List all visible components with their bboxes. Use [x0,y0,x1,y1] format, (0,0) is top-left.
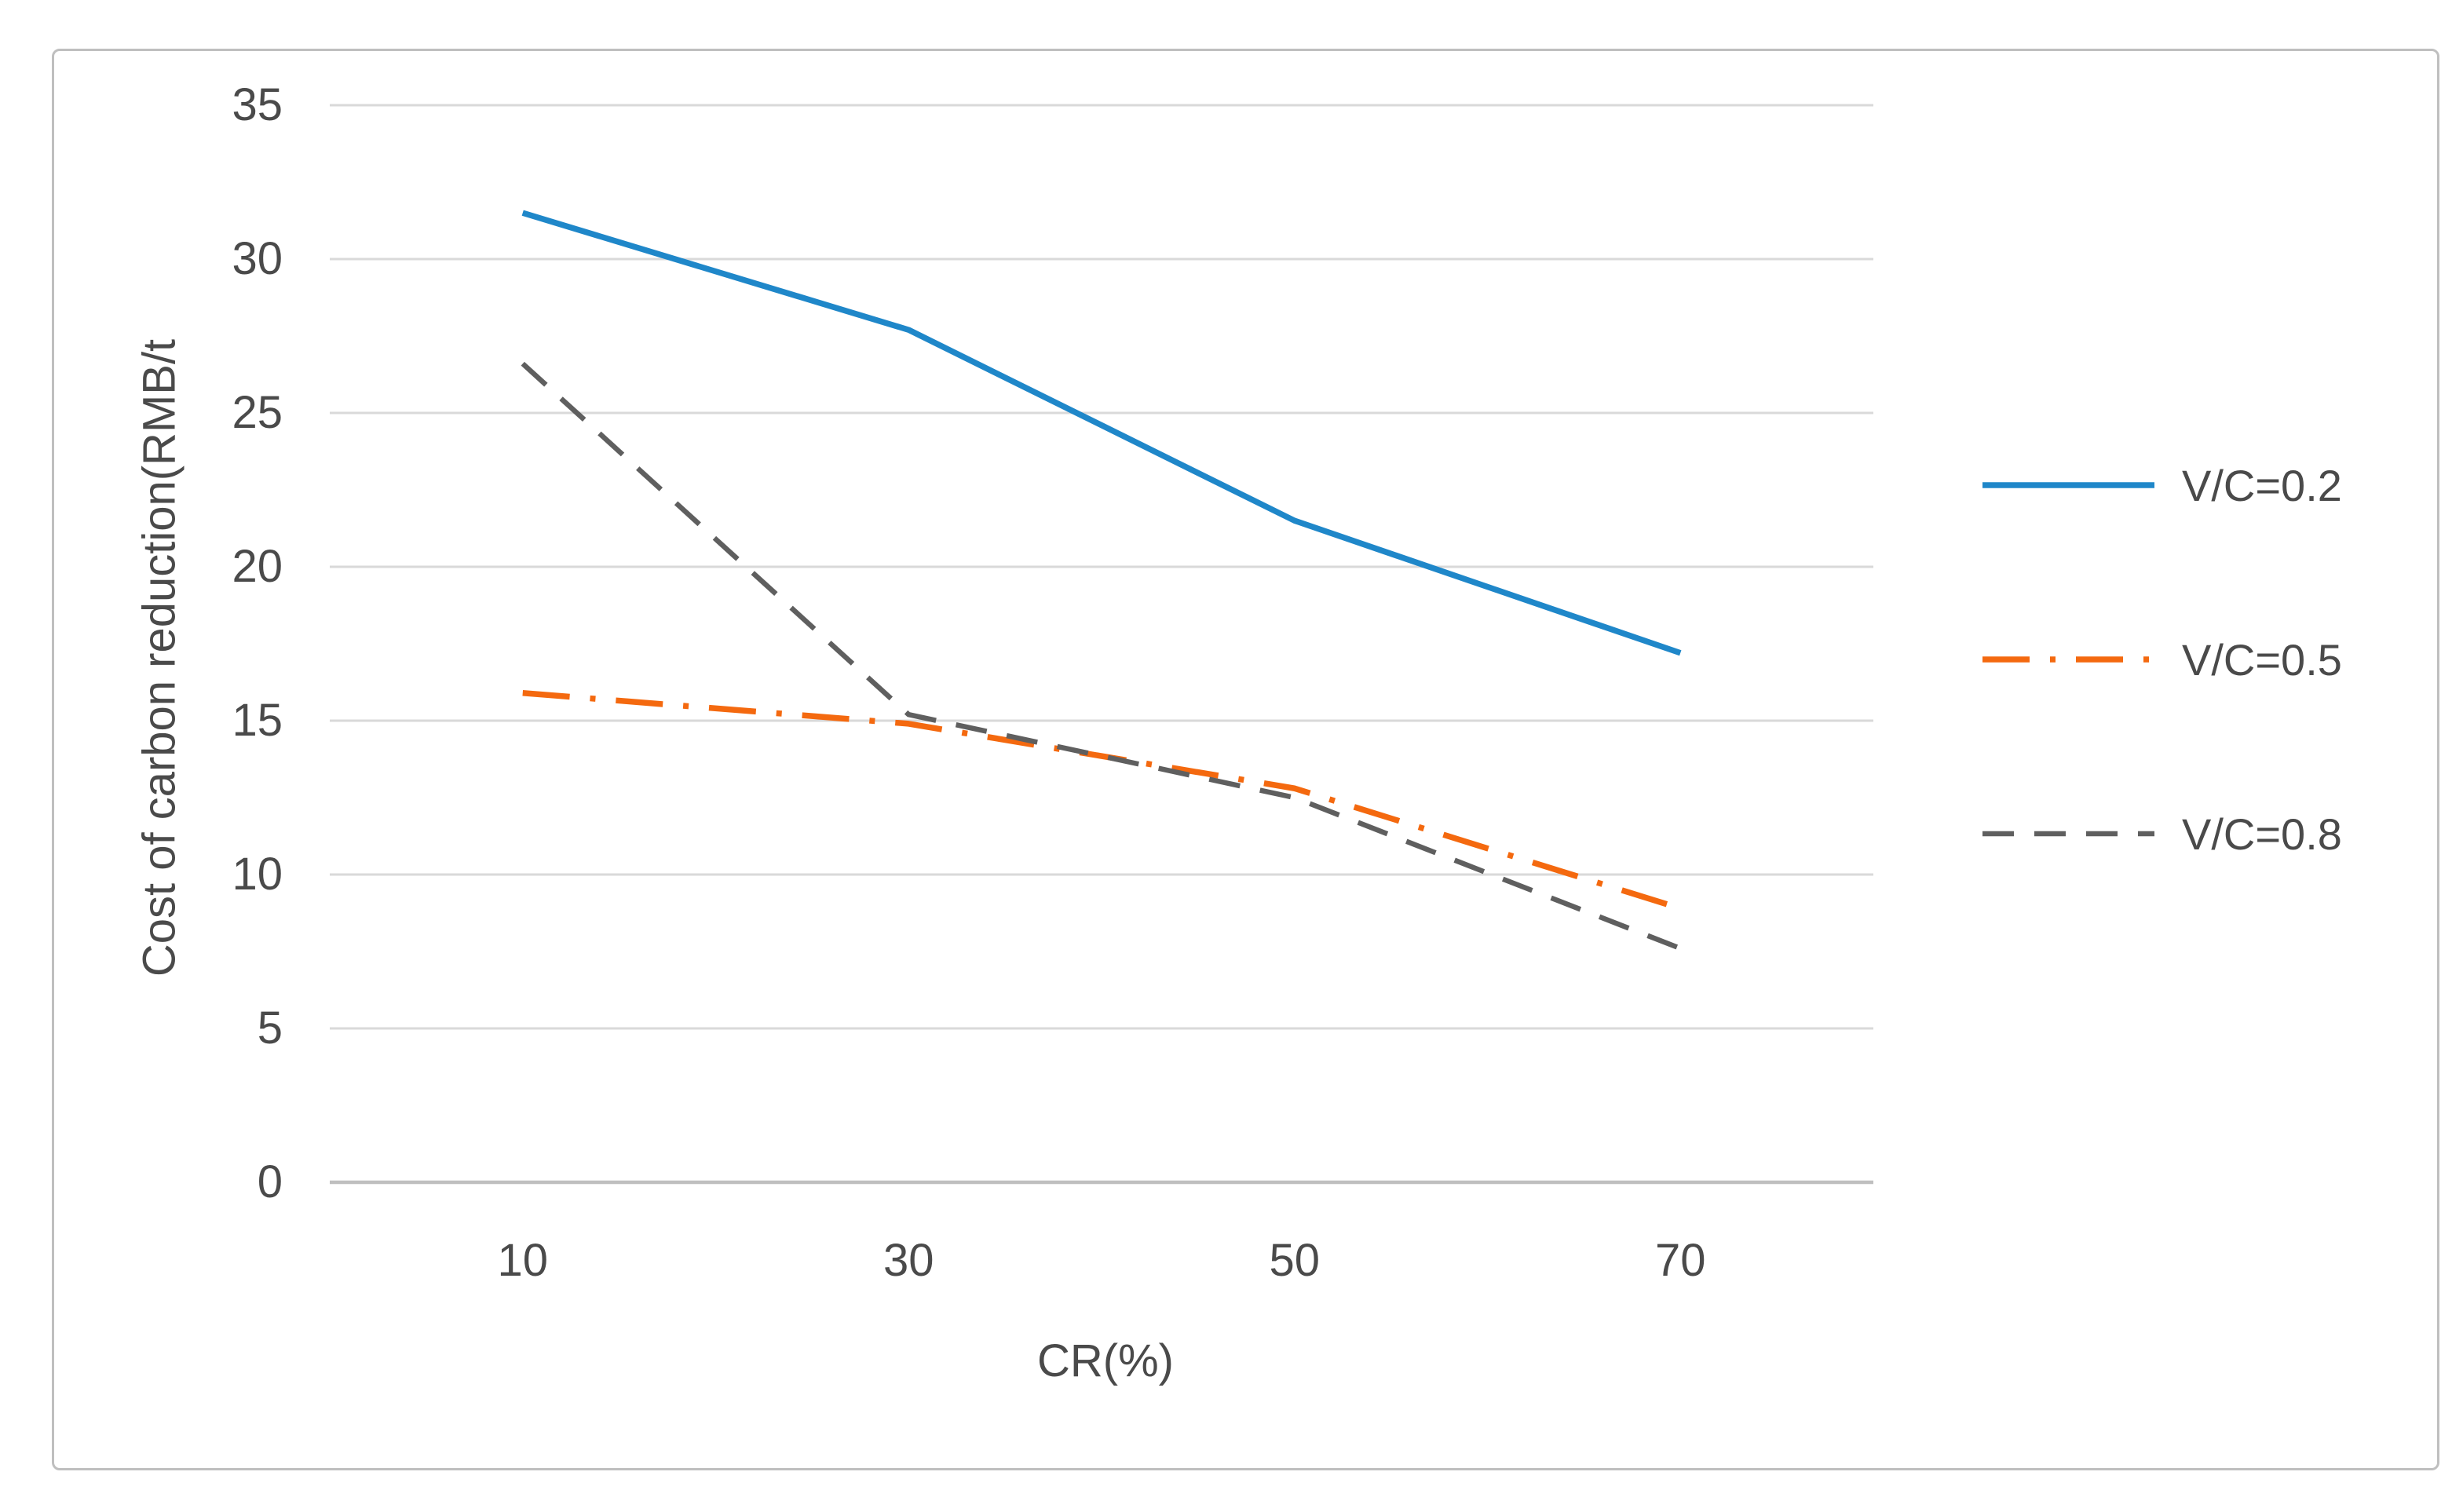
legend-label: V/C=0.8 [2182,809,2342,859]
y-axis-tick-label: 15 [232,695,283,746]
series-line-V/C=0.5[interactable] [522,689,1682,911]
legend-entry[interactable]: V/C=0.8 [1973,805,2342,862]
x-axis-tick-label: 50 [1269,1235,1320,1286]
y-axis-tick-label: 35 [232,79,283,130]
x-axis-tick-label: 70 [1654,1235,1706,1286]
legend-label: V/C=0.5 [2182,634,2342,685]
y-axis-tick-label: 0 [257,1156,283,1207]
legend-swatch-line [1982,482,2154,488]
x-axis-tick-label: 10 [497,1235,548,1286]
series-line-V/C=0.8[interactable] [521,361,1682,951]
legend-entry[interactable]: V/C=0.5 [1973,631,2342,688]
legend-entry[interactable]: V/C=0.2 [1973,457,2342,513]
x-axis-title: CR(%) [1037,1335,1174,1386]
legend-swatch-line [1982,656,2154,663]
y-axis-tick-label: 5 [257,1003,283,1054]
x-axis-tick-label: 30 [883,1235,934,1286]
chart-frame [52,49,2439,1470]
y-axis-title: Cost of carbon reduction(RMB/t [133,338,185,977]
y-axis-tick-label: 30 [232,233,283,284]
series-line-V/C=0.2[interactable] [521,210,1682,656]
y-axis-tick-label: 20 [232,541,283,592]
legend-swatch-line [1982,831,2154,837]
legend-label: V/C=0.2 [2182,460,2342,510]
y-axis-tick-label: 25 [232,387,283,438]
y-axis-tick-label: 10 [232,849,283,900]
